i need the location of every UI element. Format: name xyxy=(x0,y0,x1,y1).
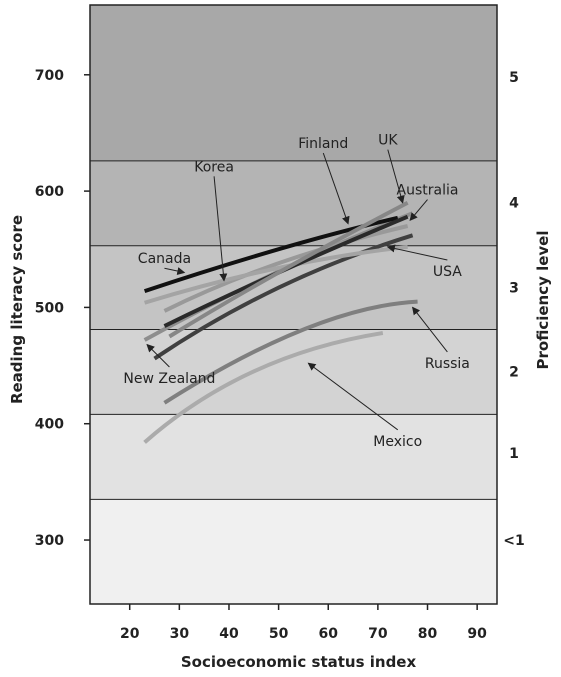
proficiency-level-label: 1 xyxy=(509,446,519,462)
annotation-australia: Australia xyxy=(397,183,459,199)
proficiency-level-label: <1 xyxy=(503,533,524,549)
annotation-russia: Russia xyxy=(425,356,470,372)
x-tick-label: 70 xyxy=(368,626,388,642)
series-line-russia xyxy=(163,299,418,405)
annotation-arrow xyxy=(409,199,428,221)
proficiency-band-5 xyxy=(90,5,497,161)
y-axis-label: Reading literacy score xyxy=(8,215,26,404)
plot-frame xyxy=(89,4,498,605)
x-tick-label: 80 xyxy=(418,626,438,642)
annotation-arrow xyxy=(213,176,228,282)
x-tick-label: 90 xyxy=(467,626,487,642)
annotation-arrow xyxy=(322,152,350,225)
x-tick-label: 40 xyxy=(219,626,239,642)
annotation-arrow xyxy=(146,343,170,368)
annotation-arrow xyxy=(412,306,448,353)
annotation-korea: Korea xyxy=(194,159,234,175)
proficiency-band-4 xyxy=(90,160,497,246)
x-tick-label: 60 xyxy=(319,626,339,642)
series-line-korea xyxy=(163,224,409,313)
x-axis-label: Socioeconomic status index xyxy=(181,653,417,671)
y-tick-label: 600 xyxy=(35,184,64,200)
x-tick-label: 50 xyxy=(269,626,289,642)
x-tick-label: 30 xyxy=(170,626,190,642)
y-tick-label: 400 xyxy=(35,417,64,433)
proficiency-band-1 xyxy=(90,414,497,500)
annotation-uk: UK xyxy=(378,133,398,149)
proficiency-level-label: 5 xyxy=(509,70,519,86)
series-line-canada xyxy=(144,244,408,305)
annotation-usa: USA xyxy=(433,264,462,280)
proficiency-level-label: 2 xyxy=(509,364,519,380)
annotation-new-zealand: New Zealand xyxy=(123,371,215,387)
annotation-arrow xyxy=(387,149,405,204)
y-tick-label: 300 xyxy=(35,533,64,549)
proficiency-level-label: 4 xyxy=(509,196,519,212)
proficiency-band-below-1 xyxy=(90,499,497,604)
annotation-canada: Canada xyxy=(138,251,191,267)
annotation-arrow xyxy=(307,362,399,431)
proficiency-axis-label: Proficiency level xyxy=(534,231,552,370)
y-tick-label: 700 xyxy=(35,68,64,84)
proficiency-band-2 xyxy=(90,329,497,415)
series-line-usa xyxy=(153,233,414,361)
annotation-arrow xyxy=(164,267,186,275)
annotation-mexico: Mexico xyxy=(373,434,422,450)
proficiency-level-label: 3 xyxy=(509,281,519,297)
series-line-uk xyxy=(168,200,409,339)
y-tick-label: 500 xyxy=(35,300,64,316)
series-line-mexico xyxy=(143,331,384,444)
annotation-finland: Finland xyxy=(298,136,348,152)
x-tick-label: 20 xyxy=(120,626,140,642)
annotation-arrow xyxy=(386,244,448,261)
